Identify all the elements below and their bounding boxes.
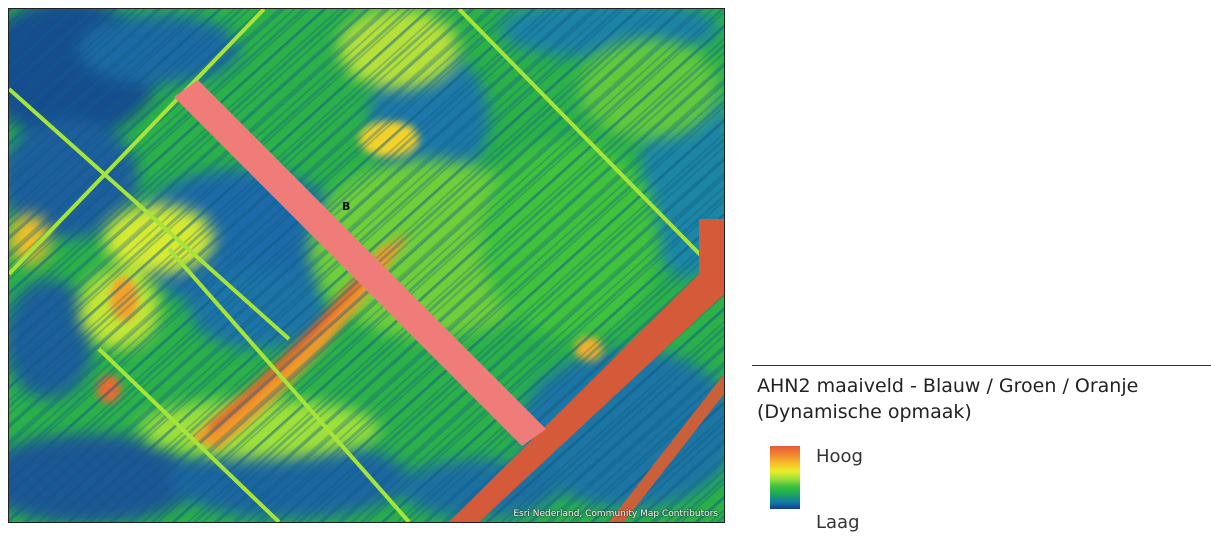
map-attribution: Esri Nederland, Community Map Contributo… xyxy=(513,509,718,519)
road xyxy=(449,219,724,522)
legend-title-line2: (Dynamische opmaak) xyxy=(757,401,972,423)
elevation-color-ramp xyxy=(770,446,800,509)
map-raster xyxy=(9,9,724,522)
legend-title: AHN2 maaiveld - Blauw / Groen / Oranje (… xyxy=(757,373,1211,425)
transect-rectangle[interactable] xyxy=(174,80,546,446)
legend-divider xyxy=(752,365,1211,366)
legend-low-label: Laag xyxy=(816,512,860,533)
elevation-map[interactable]: B Esri Nederland, Community Map Contribu… xyxy=(8,8,725,523)
field-boundaries xyxy=(9,9,724,522)
legend-title-line1: AHN2 maaiveld - Blauw / Groen / Oranje xyxy=(757,375,1139,397)
legend: AHN2 maaiveld - Blauw / Groen / Oranje (… xyxy=(752,365,1211,533)
legend-high-label: Hoog xyxy=(816,446,863,467)
transect-label: B xyxy=(342,200,351,213)
